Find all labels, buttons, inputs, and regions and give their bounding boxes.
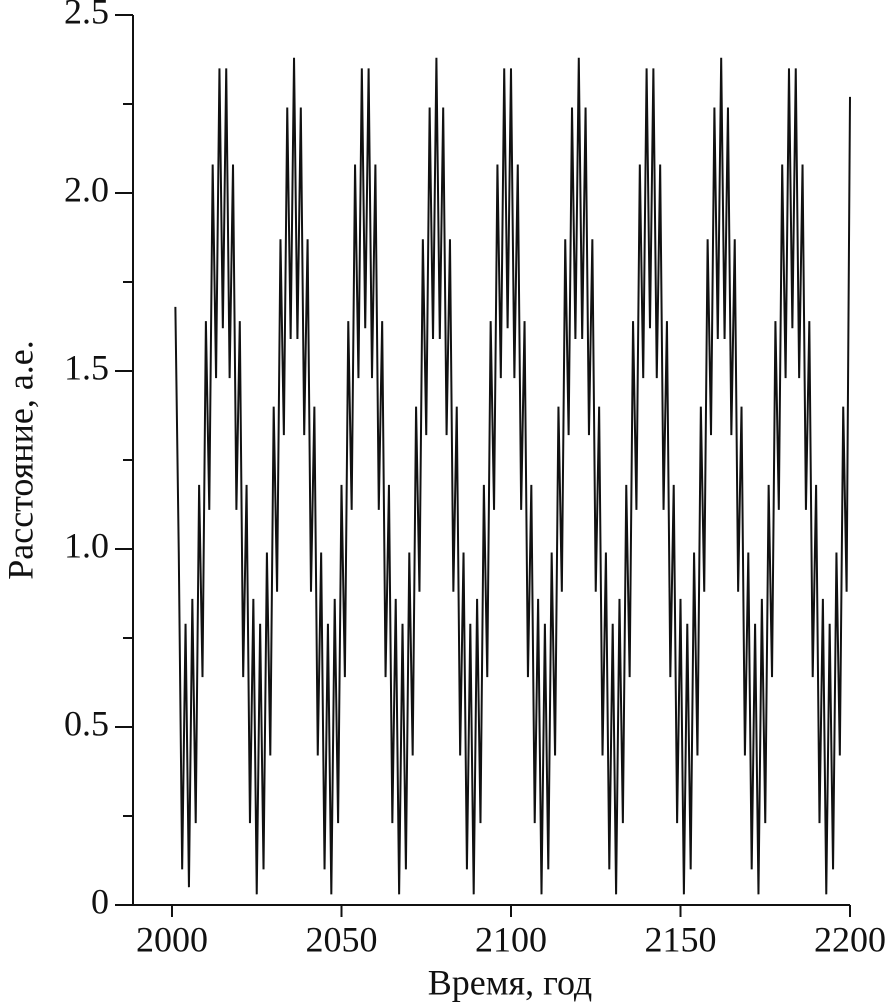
x-tick-label: 2100 bbox=[475, 919, 547, 959]
x-tick-label: 2050 bbox=[305, 919, 377, 959]
data-line bbox=[174, 57, 851, 895]
x-axis-label: Время, год bbox=[428, 962, 592, 1002]
x-tick-label: 2150 bbox=[644, 919, 716, 959]
y-tick-label: 0.5 bbox=[64, 703, 109, 743]
y-axis-label: Расстояние, а.е. bbox=[0, 340, 40, 580]
y-tick-label: 2.0 bbox=[64, 169, 109, 209]
y-tick-label: 1.0 bbox=[64, 525, 109, 565]
y-tick-label: 0 bbox=[91, 881, 109, 921]
y-tick-label: 2.5 bbox=[64, 0, 109, 31]
x-tick-label: 2000 bbox=[136, 919, 208, 959]
x-tick-label: 2200 bbox=[814, 919, 886, 959]
y-tick-label: 1.5 bbox=[64, 347, 109, 387]
